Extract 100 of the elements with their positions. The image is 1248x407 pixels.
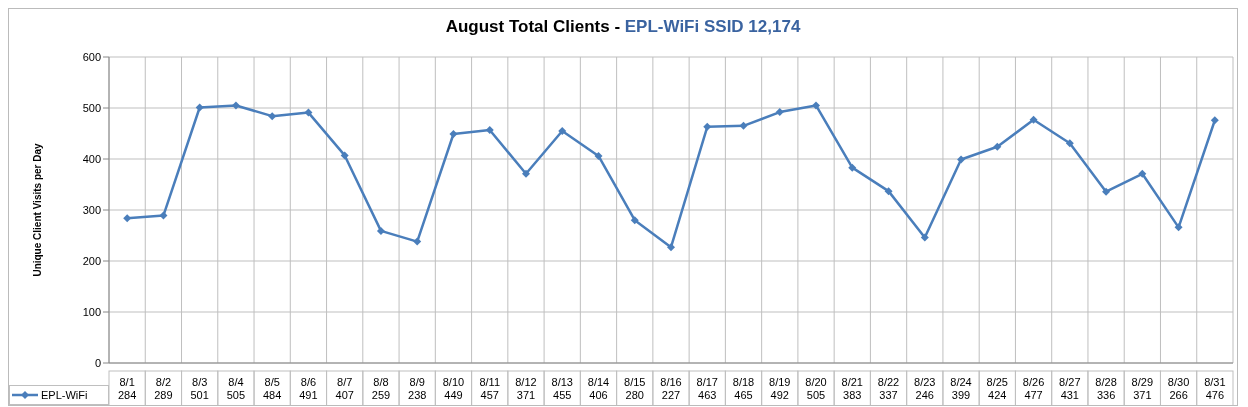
point — [485, 125, 494, 134]
data-label: 383 — [843, 389, 862, 401]
data-label: 477 — [1024, 389, 1043, 401]
x-tick-label: 8/26 — [1022, 376, 1045, 388]
point — [195, 103, 204, 112]
point — [703, 122, 712, 131]
x-tick-label: 8/31 — [1204, 376, 1226, 388]
data-label: 431 — [1060, 389, 1079, 401]
point — [521, 169, 530, 178]
point — [1065, 139, 1074, 148]
data-label: 501 — [190, 389, 209, 401]
point — [1102, 187, 1111, 196]
data-label: 449 — [444, 389, 463, 401]
x-tick-label: 8/7 — [337, 376, 353, 388]
point — [231, 101, 240, 110]
x-tick-label: 8/22 — [877, 376, 900, 388]
x-tick-label: 8/10 — [442, 376, 465, 388]
data-label: 476 — [1205, 389, 1225, 401]
x-tick-label: 8/28 — [1095, 376, 1117, 388]
data-label: 484 — [263, 389, 282, 401]
x-tick-label: 8/24 — [950, 376, 972, 388]
data-label: 280 — [625, 389, 644, 401]
point — [159, 211, 168, 220]
data-label: 266 — [1169, 389, 1188, 401]
x-tick-label: 8/29 — [1131, 376, 1154, 388]
x-tick-label: 8/21 — [841, 376, 863, 388]
point — [630, 216, 639, 225]
x-tick-label: 8/12 — [515, 376, 537, 388]
y-tick-label: 0 — [94, 356, 101, 369]
x-tick-label: 8/9 — [409, 376, 425, 388]
point — [993, 142, 1002, 151]
point — [558, 126, 567, 135]
point — [1210, 116, 1219, 125]
point — [1174, 223, 1183, 232]
y-tick-label: 600 — [82, 50, 101, 63]
data-label: 505 — [806, 389, 826, 401]
data-label: 463 — [698, 389, 717, 401]
x-tick-label: 8/15 — [624, 376, 646, 388]
point — [376, 226, 385, 235]
point — [739, 121, 748, 130]
data-label: 399 — [951, 389, 971, 401]
data-label: 424 — [988, 389, 1007, 401]
data-label: 492 — [770, 389, 789, 401]
data-label: 337 — [879, 389, 898, 401]
point — [667, 243, 675, 252]
point — [920, 233, 929, 242]
data-label: 371 — [516, 389, 536, 401]
x-tick-label: 8/4 — [228, 376, 244, 388]
x-tick-label: 8/20 — [805, 376, 827, 388]
chart-subtitle: EPL-WiFi SSID 12,174 — [623, 17, 801, 36]
data-label: 336 — [1096, 389, 1116, 401]
x-tick-label: 8/16 — [660, 376, 682, 388]
legend-label: EPL-WiFi — [41, 389, 88, 401]
point — [304, 108, 313, 117]
x-tick-label: 8/13 — [551, 376, 573, 388]
y-tick-label: 400 — [82, 152, 101, 165]
x-tick-label: 8/30 — [1167, 376, 1190, 388]
x-tick-label: 8/19 — [769, 376, 791, 388]
x-tick-label: 8/23 — [914, 376, 936, 388]
point — [1138, 169, 1147, 178]
point — [848, 163, 857, 172]
point — [812, 101, 821, 110]
point — [123, 214, 132, 223]
x-tick-label: 8/8 — [373, 376, 389, 388]
data-label: 284 — [117, 389, 137, 401]
point — [594, 151, 603, 160]
point — [268, 112, 277, 121]
y-axis-title: Unique Client Visits per Day — [31, 142, 43, 277]
data-label: 406 — [589, 389, 608, 401]
data-label: 505 — [226, 389, 246, 401]
x-tick-label: 8/25 — [986, 376, 1009, 388]
point — [775, 108, 784, 117]
data-label: 491 — [299, 389, 318, 401]
x-tick-label: 8/18 — [732, 376, 755, 388]
data-label: 289 — [154, 389, 173, 401]
x-tick-label: 8/6 — [300, 376, 317, 388]
x-tick-label: 8/27 — [1059, 376, 1081, 388]
point — [449, 130, 458, 139]
data-label: 407 — [335, 389, 354, 401]
data-label: 259 — [371, 389, 391, 401]
x-tick-label: 8/11 — [479, 376, 501, 388]
y-tick-label: 300 — [82, 203, 101, 216]
x-tick-label: 8/2 — [155, 376, 172, 388]
point — [413, 237, 422, 246]
point — [1029, 115, 1038, 124]
x-tick-label: 8/1 — [119, 376, 135, 388]
x-tick-label: 8/5 — [264, 376, 280, 388]
data-label: 371 — [1133, 389, 1152, 401]
data-label: 455 — [553, 389, 572, 401]
data-label: 465 — [734, 389, 753, 401]
x-tick-label: 8/17 — [696, 376, 718, 388]
data-label: 238 — [408, 389, 427, 401]
y-tick-label: 200 — [82, 254, 101, 267]
y-tick-label: 100 — [82, 305, 101, 318]
y-tick-label: 500 — [82, 101, 101, 114]
data-label: 227 — [661, 389, 681, 401]
data-label: 246 — [915, 389, 934, 401]
point — [884, 187, 893, 196]
x-tick-label: 8/14 — [587, 376, 610, 388]
point — [957, 155, 966, 164]
